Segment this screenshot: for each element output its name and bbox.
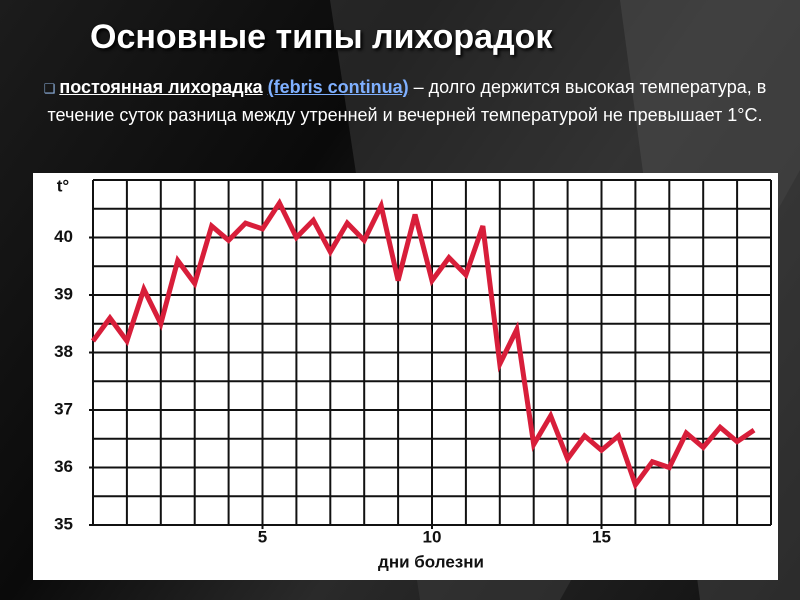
y-tick-label: 37 [54, 399, 73, 418]
chart: t° дни болезни 35 36 37 38 39 40 5 10 15 [33, 173, 778, 580]
x-tick-label: 5 [258, 527, 267, 546]
x-tick-label: 15 [592, 527, 611, 546]
definition: ❑ постоянная лихорадка (febris continua) … [43, 77, 767, 125]
slide-title: Основные типы лихорадок [90, 18, 553, 56]
y-tick-label: 38 [54, 342, 73, 361]
x-tick-label: 10 [423, 527, 442, 546]
temperature-line [90, 197, 756, 491]
y-axis-label: t° [57, 176, 70, 195]
y-tick-label: 35 [54, 514, 73, 533]
latin-term: (febris continua) [267, 77, 409, 97]
y-tick-label: 40 [54, 227, 73, 246]
y-tick-label: 39 [54, 284, 73, 303]
x-axis-label: дни болезни [378, 552, 484, 571]
y-tick-label: 36 [54, 457, 73, 476]
definition-text: – долго держится высокая температура, в … [47, 77, 767, 125]
term: постоянная лихорадка [59, 77, 263, 97]
